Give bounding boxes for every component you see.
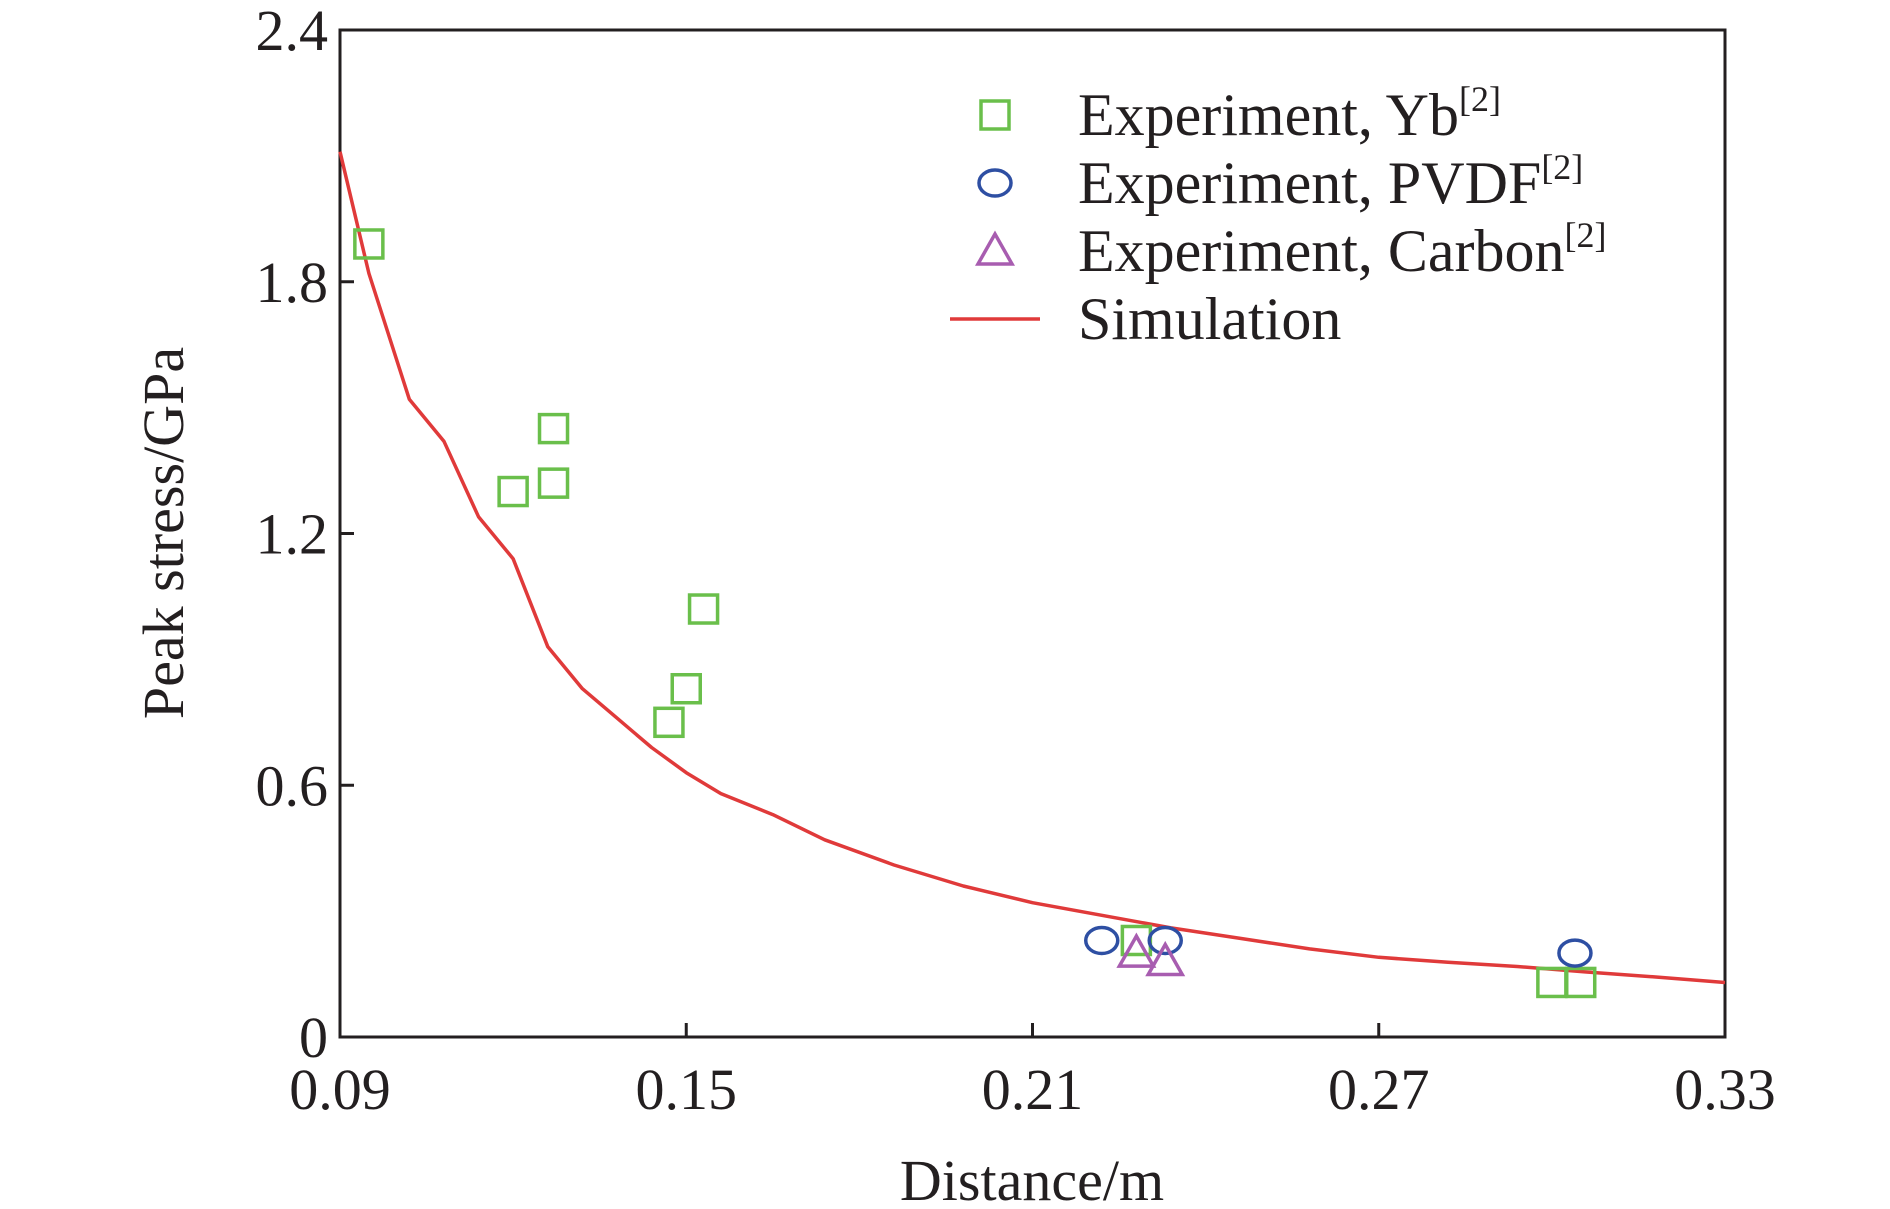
data-point-circle [1557,938,1593,968]
x-tick-label: 0.21 [982,1057,1084,1122]
data-point-circle [1084,925,1120,956]
legend-marker-square [979,99,1011,131]
data-point-triangle [1116,932,1157,968]
data-point-square [687,593,720,625]
legend-item: Experiment, Carbon[2] [974,215,1607,284]
data-point-square [653,706,685,739]
data-point-square [1536,966,1568,999]
y-axis-ticks: 0 0.6 1.2 1.8 2.4 [256,0,354,1070]
data-point-square [537,412,570,445]
legend-label: Experiment, Yb[2] [1078,79,1501,148]
data-point-square [353,228,385,260]
x-tick-label: 0.27 [1328,1057,1430,1122]
data-point-circle [1147,925,1183,956]
x-tick-label: 0.09 [289,1057,391,1122]
y-tick-label: 1.8 [256,250,329,315]
legend-label-text: Experiment, Carbon [1078,218,1565,284]
legend-label: Experiment, PVDF[2] [1078,147,1583,216]
legend-label-text: Simulation [1078,286,1341,352]
data-point-triangle [1145,940,1186,977]
legend-citation: [2] [1541,147,1583,187]
legend-label: Simulation [1078,286,1341,352]
legend-item: Simulation [950,286,1341,352]
series-experiment-pvdf [1084,925,1593,968]
legend-marker-circle [977,168,1013,198]
y-tick-label: 1.2 [256,502,329,567]
y-tick-label: 2.4 [256,0,329,63]
legend-citation: [2] [1565,215,1607,255]
data-point-square [670,672,702,705]
data-point-square [1564,966,1597,999]
simulation-line [338,151,1726,985]
x-axis-label: Distance/m [900,1148,1164,1209]
series-layer [338,151,1726,999]
legend-label-text: Experiment, Yb [1078,82,1459,148]
series-experiment-carbon [1116,932,1186,977]
y-tick-label: 0 [299,1005,328,1070]
legend-label-text: Experiment, PVDF [1078,150,1541,216]
legend-label: Experiment, Carbon[2] [1078,215,1607,284]
legend-item: Experiment, PVDF[2] [977,147,1583,216]
x-axis-ticks: 0.09 0.15 0.21 0.27 0.33 [289,1023,1776,1122]
series-simulation [338,151,1726,985]
x-tick-label: 0.15 [636,1057,738,1122]
legend: Experiment, Yb[2]Experiment, PVDF[2]Expe… [950,79,1607,352]
y-axis-label: Peak stress/GPa [131,347,196,719]
series-experiment-yb [353,228,1597,999]
x-tick-label: 0.33 [1674,1057,1776,1122]
legend-item: Experiment, Yb[2] [979,79,1501,148]
data-point-square [537,467,570,499]
y-tick-label: 0.6 [256,753,329,818]
legend-citation: [2] [1459,79,1501,119]
legend-marker-triangle [974,230,1016,266]
data-point-square [497,475,529,508]
